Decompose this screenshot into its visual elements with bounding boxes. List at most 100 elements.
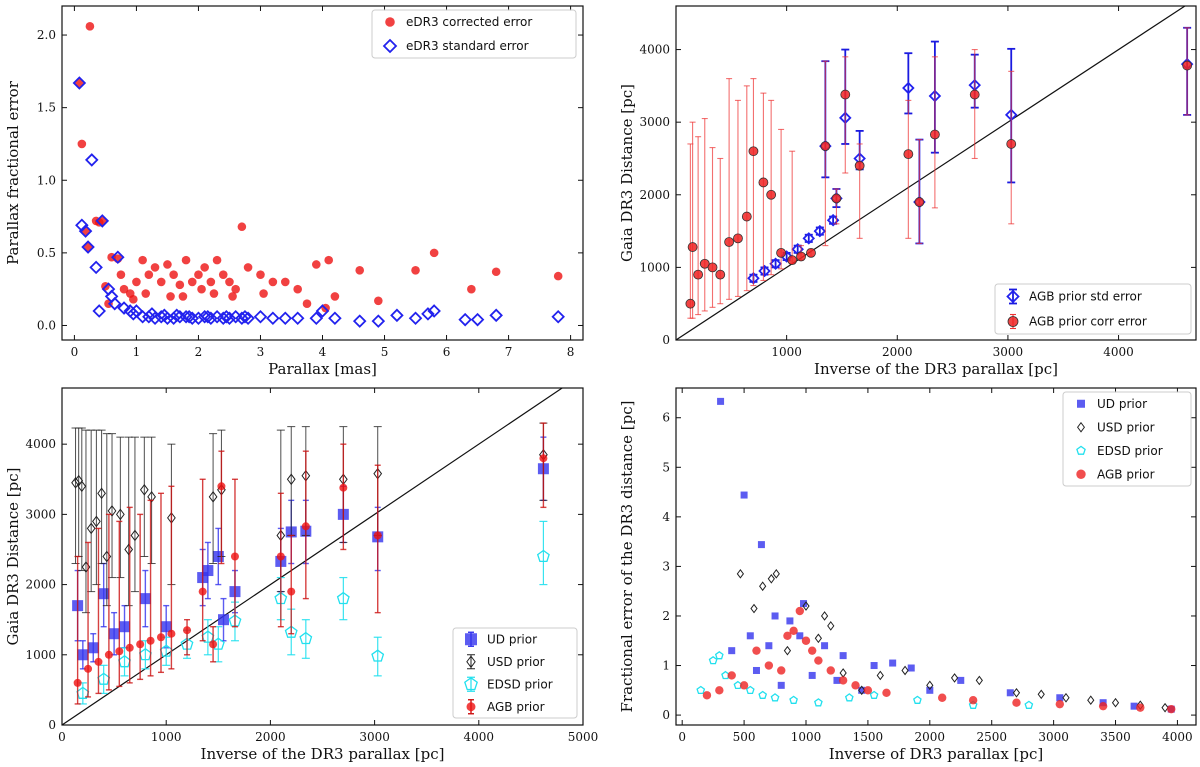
data-point (929, 129, 940, 140)
data-point (290, 311, 305, 325)
data-point (851, 681, 860, 690)
data-point (551, 309, 565, 324)
data-point (206, 277, 216, 287)
x-tick-label: 3000 (993, 345, 1024, 359)
data-point (126, 307, 141, 321)
data-point (87, 642, 99, 654)
legend: eDR3 corrected error eDR3 standard error (371, 9, 577, 59)
data-point (950, 673, 959, 683)
legend-marker (382, 38, 398, 54)
data-point (776, 247, 787, 258)
data-point (175, 280, 185, 290)
data-point (81, 240, 95, 254)
data-point (814, 656, 823, 665)
data-point (740, 491, 748, 499)
data-point (844, 693, 854, 702)
series-0 (747, 26, 1194, 285)
x-tick-label: 8 (567, 345, 575, 359)
data-point (92, 304, 106, 318)
data-point (302, 299, 312, 308)
data-point (687, 242, 698, 252)
data-point (1098, 701, 1108, 711)
x-tick-label: 1000 (151, 730, 182, 744)
legend-label: AGB prior (487, 700, 545, 714)
data-point (733, 233, 743, 244)
data-point (241, 311, 255, 325)
data-point (166, 292, 175, 301)
plot-area (676, 6, 1194, 340)
data-point (411, 265, 420, 275)
data-point (869, 690, 879, 699)
data-point (1006, 139, 1017, 149)
data-point (1055, 699, 1065, 709)
axes-frame (675, 387, 1197, 726)
data-point (1087, 695, 1095, 706)
legend-label: UD prior (487, 632, 537, 646)
x-tick-label: 3000 (1038, 730, 1069, 744)
data-point (913, 695, 922, 704)
y-axis-label: Parallax fractional error (4, 80, 22, 265)
x-tick-label: 3 (257, 345, 265, 359)
x-tick-label: 500 (733, 730, 756, 744)
data-point (777, 666, 786, 675)
y-tick-label: 2 (662, 609, 670, 623)
data-point (553, 271, 563, 281)
data-point (268, 277, 278, 287)
data-point (183, 626, 192, 635)
data-point (728, 647, 736, 655)
data-point (169, 308, 184, 323)
data-point (759, 581, 767, 592)
data-point (902, 81, 915, 95)
data-point (89, 260, 103, 275)
y-tick-label: 1000 (639, 260, 670, 274)
data-point (839, 652, 847, 660)
data-point (95, 214, 110, 228)
data-point (1167, 704, 1176, 714)
data-point (808, 671, 816, 679)
series-1 (71, 422, 548, 614)
data-point (889, 659, 897, 667)
data-point (181, 255, 191, 265)
legend-frame (452, 627, 578, 719)
data-point (427, 304, 441, 318)
data-point (814, 698, 823, 707)
data-point (854, 160, 865, 171)
data-point (77, 480, 87, 493)
y-tick-label: 0 (662, 333, 670, 347)
data-point (352, 314, 367, 328)
data-point (937, 693, 947, 702)
series-0 (717, 397, 1175, 713)
data-point (470, 312, 485, 327)
data-point (685, 298, 696, 309)
data-point (311, 260, 321, 269)
legend-frame (1062, 391, 1192, 487)
legend-label: AGB prior corr error (1029, 315, 1147, 329)
y-tick-label: 3000 (639, 115, 670, 129)
data-point (715, 686, 724, 695)
y-tick-label: 2.0 (37, 28, 56, 42)
x-tick-label: 3500 (1100, 730, 1131, 744)
legend-marker (1007, 316, 1019, 327)
data-point (218, 614, 230, 626)
x-tick-label: 7 (505, 345, 513, 359)
x-axis-label: Inverse of the DR3 parallax [pc] (201, 745, 445, 763)
y-tick-label: 1.0 (37, 173, 56, 187)
data-point (1062, 692, 1070, 703)
x-tick-label: 1000 (771, 345, 802, 359)
y-axis-label: Gaia DR3 Distance [pc] (4, 468, 22, 646)
data-point (757, 541, 765, 549)
x-axis-label: Inverse of DR3 parallax [pc] (829, 745, 1044, 763)
y-tick-label: 3000 (25, 507, 56, 521)
data-point (901, 665, 909, 676)
data-point (108, 628, 120, 640)
data-point (129, 295, 138, 304)
data-point (75, 218, 89, 233)
data-point (783, 631, 792, 640)
x-tick-label: 0 (71, 345, 79, 359)
data-point (111, 250, 125, 264)
data-point (421, 307, 435, 321)
series-0 (75, 22, 563, 313)
x-tick-label: 1 (133, 345, 141, 359)
x-tick-label: 5 (381, 345, 389, 359)
data-point (374, 296, 383, 306)
